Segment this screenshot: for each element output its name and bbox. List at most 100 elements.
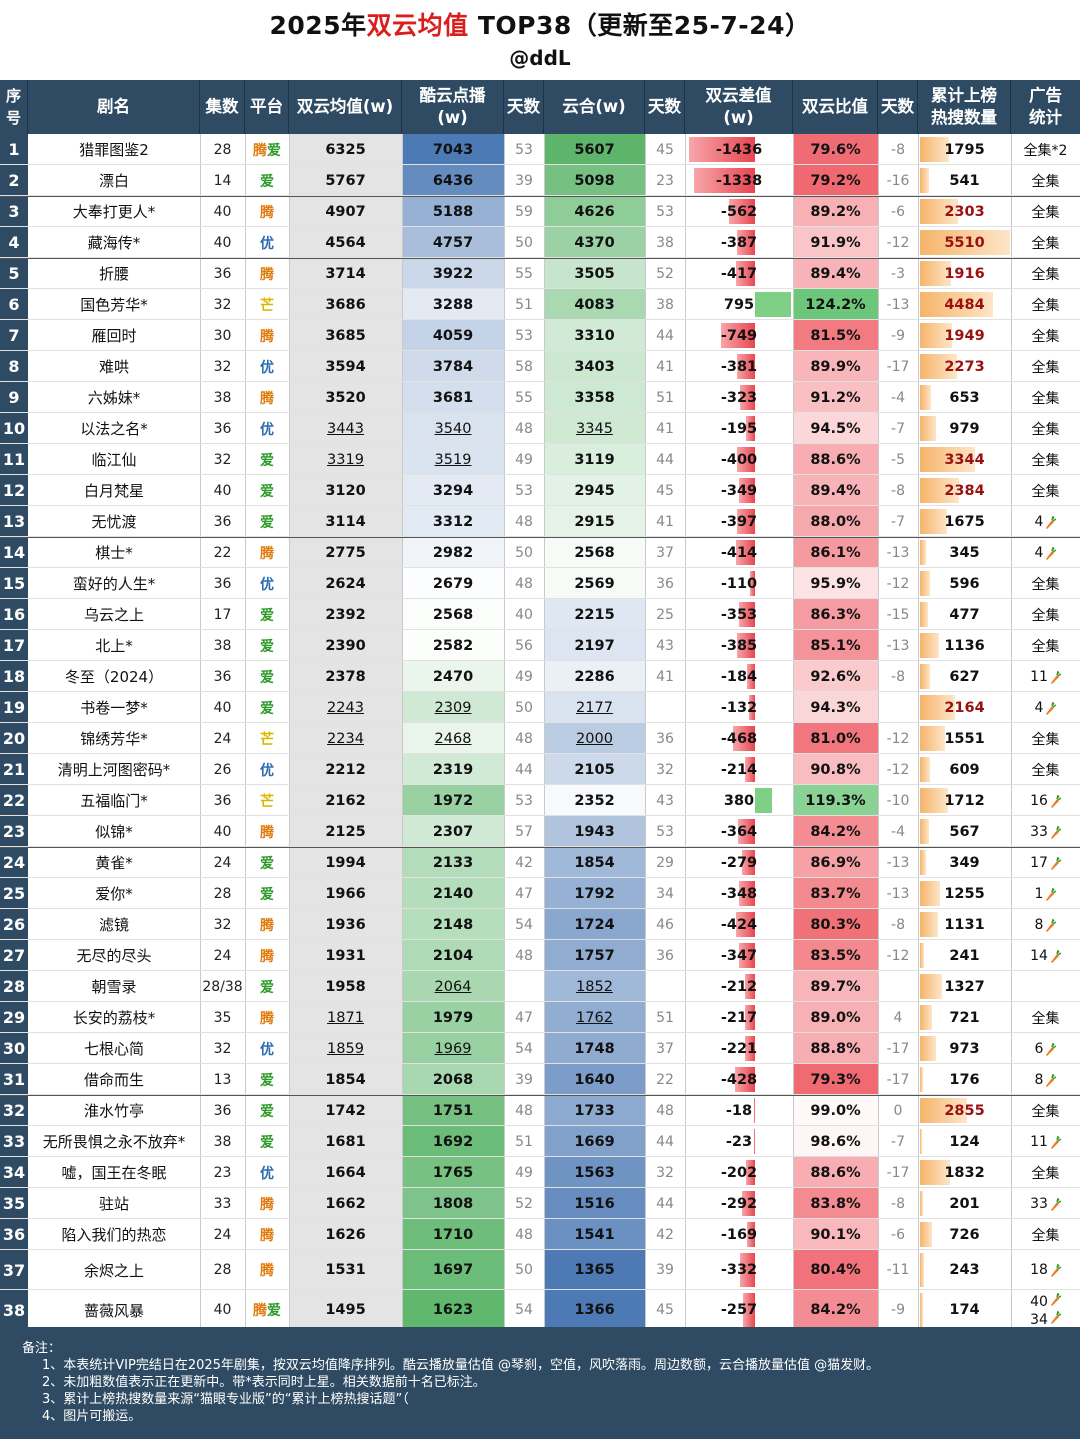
hot-bar xyxy=(920,137,950,162)
ad-stat: 6 xyxy=(1011,1033,1080,1064)
grid-line xyxy=(645,537,646,568)
grid-line xyxy=(544,661,545,692)
ratio-value: 95.9% xyxy=(793,568,878,599)
yunhe-days: 44 xyxy=(645,1188,685,1219)
yunhe-value-text: 2945 xyxy=(574,482,615,499)
show-title-text: 爱你* xyxy=(95,885,133,903)
grid-line xyxy=(878,382,879,413)
grid-line xyxy=(878,1064,879,1095)
table-row: 6 国色芳华* 32 芒 3686 3288 51 4083 38 795 124.2% -13 448… xyxy=(0,289,1080,320)
grid-line xyxy=(1011,444,1012,475)
avg-value-text: 1958 xyxy=(325,978,366,995)
grid-line xyxy=(504,785,505,816)
yunhe-value-text: 2177 xyxy=(576,699,613,716)
hot-search-count: 1551 xyxy=(918,723,1011,754)
hot-search-count-text: 349 xyxy=(949,854,980,871)
kuyun-days-text: 40 xyxy=(515,606,533,623)
show-title-text: 余烬之上 xyxy=(83,1261,144,1280)
show-title: 陷入我们的热恋 xyxy=(28,1219,200,1250)
row-divider xyxy=(0,288,1080,289)
grid-line xyxy=(544,506,545,537)
avg-value: 1626 xyxy=(289,1219,402,1250)
grid-line xyxy=(793,351,794,382)
hot-bar xyxy=(920,540,926,565)
episode-count-text: 38 xyxy=(213,389,232,406)
yunhe-value: 1541 xyxy=(544,1219,645,1250)
hot-bar xyxy=(920,695,956,720)
grid-line xyxy=(1011,1250,1012,1290)
grid-line xyxy=(685,630,686,661)
diff-value: -202 xyxy=(685,1157,793,1188)
grid-line xyxy=(878,1250,879,1290)
diff-value: -18 xyxy=(685,1095,793,1126)
platform: 腾 xyxy=(245,1250,289,1290)
diff-value-text: -292 xyxy=(720,1195,758,1212)
show-title: 淮水竹亭 xyxy=(28,1095,200,1126)
ratio-value-text: 91.9% xyxy=(810,234,861,251)
grid-line xyxy=(1011,661,1012,692)
platform-text: 优 xyxy=(260,235,274,252)
hot-bar xyxy=(920,912,939,937)
ratio-value: 91.2% xyxy=(793,382,878,413)
hot-search-count-text: 726 xyxy=(949,1226,980,1243)
row-seq: 1 xyxy=(0,134,28,165)
yunhe-value: 2177 xyxy=(544,692,645,723)
grid-line xyxy=(544,816,545,847)
row-seq-text: 22 xyxy=(2,791,26,810)
avg-value-text: 3520 xyxy=(325,389,366,406)
episode-count: 40 xyxy=(200,1290,245,1330)
grid-line xyxy=(200,754,201,785)
episode-count-text: 23 xyxy=(213,1164,232,1181)
kuyun-days-text: 54 xyxy=(515,1040,533,1057)
grid-line xyxy=(793,258,794,289)
diff-bar xyxy=(742,850,755,875)
row-divider xyxy=(0,164,1080,165)
hot-bar xyxy=(920,168,929,193)
grid-line xyxy=(200,1188,201,1219)
note-line: 2、未加粗数值表示正在更新中。带*表示同时上星。相关数据前十名已标注。 xyxy=(42,1375,486,1390)
ratio-days: -8 xyxy=(878,475,918,506)
ad-text: 全集 xyxy=(1031,576,1060,593)
grid-line xyxy=(544,134,545,165)
carrot-icon xyxy=(1046,546,1057,560)
kuyun-days-text: 48 xyxy=(515,1226,533,1243)
ratio-value: 80.4% xyxy=(793,1250,878,1290)
hot-search-count-text: 1795 xyxy=(944,141,985,158)
yunhe-days-text: 37 xyxy=(656,544,674,561)
hot-search-count-text: 1327 xyxy=(944,978,985,995)
grid-line xyxy=(200,475,201,506)
grid-line xyxy=(289,847,290,878)
ratio-value-text: 124.2% xyxy=(805,296,866,313)
ad-text: 11 xyxy=(1030,1133,1048,1150)
ratio-days: -13 xyxy=(878,847,918,878)
show-title: 蛮好的人生* xyxy=(28,568,200,599)
grid-line xyxy=(245,1157,246,1188)
platform: 爱 xyxy=(245,847,289,878)
diff-value: -387 xyxy=(685,227,793,258)
grid-line xyxy=(918,537,919,568)
platform-char: 爱 xyxy=(267,1303,281,1319)
hot-bar xyxy=(920,261,952,286)
platform-text: 爱 xyxy=(260,483,274,500)
grid-line xyxy=(1011,1157,1012,1188)
episode-count: 32 xyxy=(200,909,245,940)
grid-line xyxy=(878,537,879,568)
show-title: 朝雪录 xyxy=(28,971,200,1002)
row-seq: 33 xyxy=(0,1126,28,1157)
ratio-days-text: -12 xyxy=(886,575,910,592)
platform-text: 爱 xyxy=(260,607,274,624)
row-seq-text: 14 xyxy=(2,543,26,562)
kuyun-days: 49 xyxy=(504,1157,544,1188)
row-seq-text: 21 xyxy=(2,760,26,779)
yunhe-days: 45 xyxy=(645,134,685,165)
col-ratio: 双云比值 xyxy=(793,80,878,134)
platform: 腾 xyxy=(245,909,289,940)
show-title: 余烬之上 xyxy=(28,1250,200,1290)
row-divider xyxy=(0,443,1080,444)
hot-search-count-text: 541 xyxy=(949,172,980,189)
ratio-days-text: -10 xyxy=(886,792,910,809)
grid-line xyxy=(504,196,505,227)
row-divider xyxy=(0,815,1080,816)
yunhe-value: 1762 xyxy=(544,1002,645,1033)
avg-value: 1871 xyxy=(289,1002,402,1033)
